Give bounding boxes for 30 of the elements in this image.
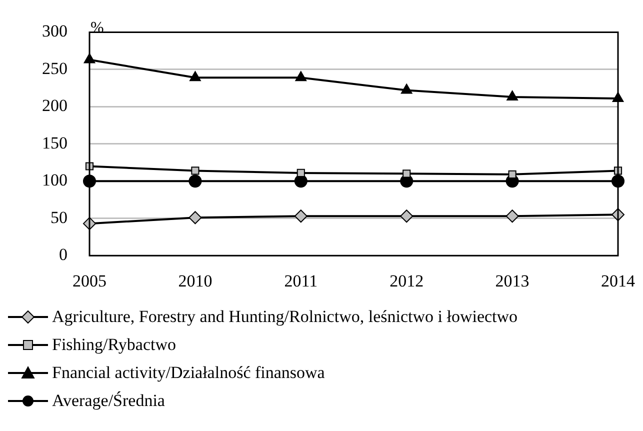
y-tick-label: 50	[50, 208, 68, 227]
point	[188, 211, 202, 224]
point	[191, 166, 200, 175]
legend-label: Average/Średnia	[52, 391, 165, 411]
y-tick-label: 300	[42, 22, 68, 41]
y-tick-label: 100	[42, 170, 68, 190]
y-tick-label: 0	[59, 245, 68, 264]
point	[506, 210, 519, 223]
x-tick-label: 2013	[495, 271, 530, 290]
point	[295, 71, 307, 82]
point	[188, 174, 202, 188]
point	[400, 84, 412, 94]
y-tick-label: 250	[42, 58, 68, 78]
x-tick-label: 2011	[284, 271, 318, 290]
point	[296, 168, 305, 177]
point	[190, 71, 201, 82]
point	[400, 210, 414, 223]
legend-label: Agriculture, Forestry and Hunting/Rolnictwo, leśnictwo i łowiectwo	[52, 307, 518, 327]
y-tick-label: 200	[42, 96, 68, 116]
legend-label: Fnancial activity/Działalność finansowa	[52, 363, 325, 383]
point	[402, 170, 411, 178]
x-tick-label: 2014	[601, 271, 636, 290]
legend-label: Fishing/Rybactwo	[52, 335, 176, 355]
point	[294, 210, 308, 223]
x-tick-label: 2012	[390, 271, 424, 290]
x-tick-label: 2010	[178, 271, 212, 290]
point	[506, 90, 518, 100]
point	[508, 170, 516, 178]
y-tick-label: 150	[42, 133, 68, 152]
x-tick-label: 2005	[72, 271, 106, 290]
